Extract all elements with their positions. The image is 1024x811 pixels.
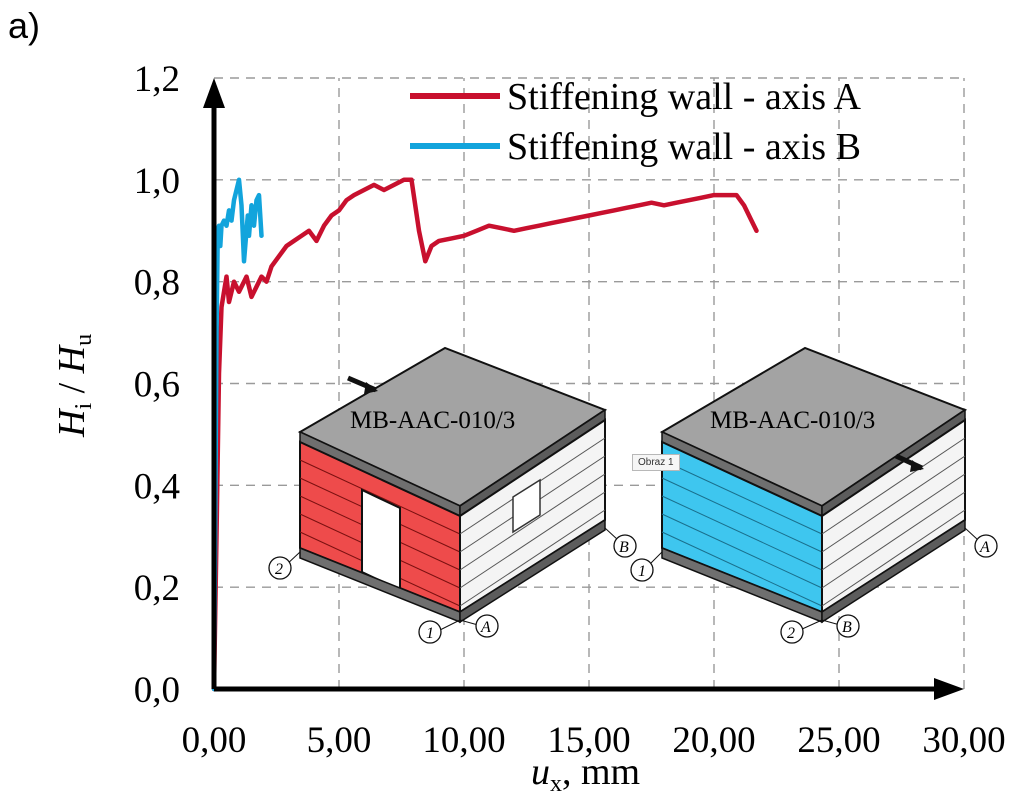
y-tick-label: 1,2	[134, 59, 180, 100]
svg-text:Hi / Hu: Hi / Hu	[51, 334, 97, 438]
y-tick-label: 0,0	[134, 670, 180, 711]
building-model-axis-b: MB-AAC-010/3	[647, 346, 979, 631]
x-tick-label: 0,00	[182, 720, 247, 761]
x-axis-arrow	[934, 678, 964, 700]
axis-marker: A	[979, 539, 990, 556]
axis-marker: B	[619, 539, 629, 556]
axis-marker: 2	[787, 625, 795, 642]
x-tick-label: 20,00	[672, 720, 755, 761]
overlay-tag: Obraz 1	[632, 454, 680, 471]
y-tick-label: 0,6	[134, 365, 180, 406]
axis-markers-a: 2 1 A B	[268, 534, 637, 644]
building-a-label: MB-AAC-010/3	[350, 407, 515, 434]
y-axis-arrow	[203, 78, 225, 108]
y-tick-label: 0,2	[134, 568, 180, 609]
panel-label: a)	[8, 5, 40, 46]
axis-marker: 1	[638, 563, 646, 580]
x-tick-label: 30,00	[922, 720, 1005, 761]
axis-marker: 1	[426, 625, 434, 642]
axis-markers-b: 1 2 B A	[630, 534, 998, 644]
x-tick-label: 25,00	[797, 720, 880, 761]
y-tick-label: 0,8	[134, 263, 180, 304]
axis-marker: B	[842, 619, 852, 636]
series-line-axis-b	[211, 177, 264, 692]
series-line-axis-a	[211, 177, 759, 692]
building-model-axis-a: MB-AAC-010/3	[284, 346, 619, 631]
legend-label-axis-a: Stiffening wall - axis A	[507, 76, 861, 118]
axis-marker: A	[480, 619, 491, 636]
axes: 0,0 0,2 0,4 0,6 0,8 1,0 1,2 0,00 5,00 10,00 15,00 2…	[134, 59, 1006, 761]
y-axis-label: Hi / Hu	[51, 334, 97, 438]
x-tick-label: 10,00	[422, 720, 505, 761]
x-tick-label: 15,00	[547, 720, 630, 761]
legend-label-axis-b: Stiffening wall - axis B	[507, 126, 861, 168]
x-tick-label: 5,00	[307, 720, 372, 761]
y-tick-label: 1,0	[134, 161, 180, 202]
building-b-label: MB-AAC-010/3	[710, 407, 875, 434]
legend: Stiffening wall - axis A Stiffening wall…	[410, 76, 861, 168]
series-layer	[211, 177, 759, 692]
svg-text:ux, mm: ux, mm	[531, 751, 640, 797]
x-axis-label: ux, mm	[531, 751, 640, 797]
axis-marker: 2	[275, 561, 283, 578]
y-tick-label: 0,4	[134, 466, 180, 507]
